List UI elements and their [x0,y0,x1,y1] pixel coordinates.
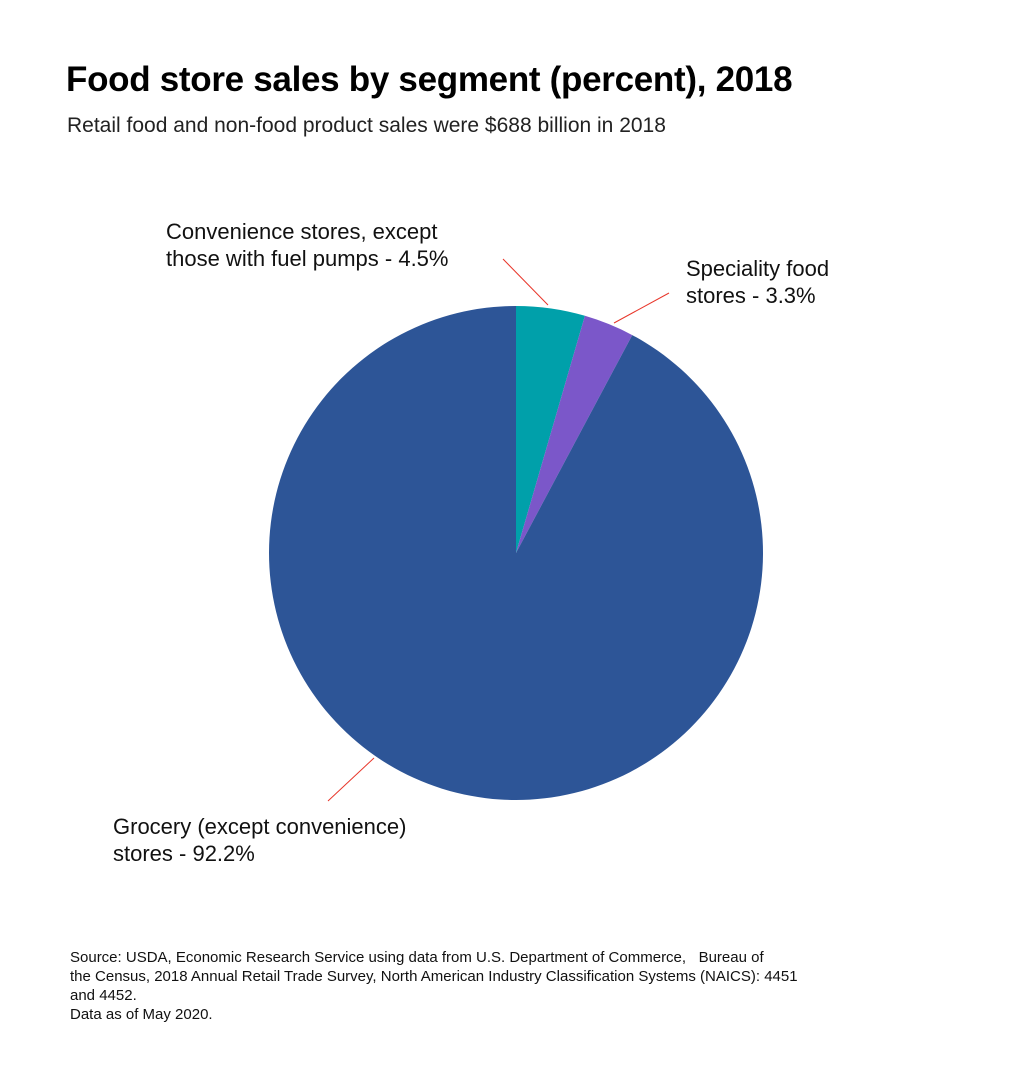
slice-label: Grocery (except convenience) stores - 92.… [113,814,406,866]
pie-slice [516,306,585,553]
slice-label-line: those with fuel pumps - 4.5% [166,246,448,271]
slice-label-line: stores - 3.3% [686,283,816,308]
chart-title: Food store sales by segment (percent), 2… [66,60,793,99]
slice-label: Speciality food stores - 3.3% [686,256,829,308]
leader-line [502,258,549,306]
slice-label-line: Speciality food [686,256,829,281]
slice-label-line: Grocery (except convenience) [113,814,406,839]
source-note: Source: USDA, Economic Research Service … [70,948,950,1024]
source-line: and 4452. [70,987,137,1004]
leader-lines [327,258,670,802]
chart-subtitle: Retail food and non-food product sales w… [67,114,666,137]
source-line: the Census, 2018 Annual Retail Trade Sur… [70,968,798,985]
source-line: Source: USDA, Economic Research Service … [70,949,764,966]
slice-labels: Convenience stores, except those with fue… [113,219,829,866]
slice-label-line: stores - 92.2% [113,841,255,866]
leader-line [613,292,670,324]
pie-slices [269,306,764,800]
pie-slice [269,306,764,800]
leader-line [327,757,375,802]
slice-label: Convenience stores, except those with fue… [166,219,448,271]
slice-label-line: Convenience stores, except [166,219,438,244]
pie-slice [516,315,633,553]
data-date-note: Data as of May 2020. [70,1006,213,1023]
